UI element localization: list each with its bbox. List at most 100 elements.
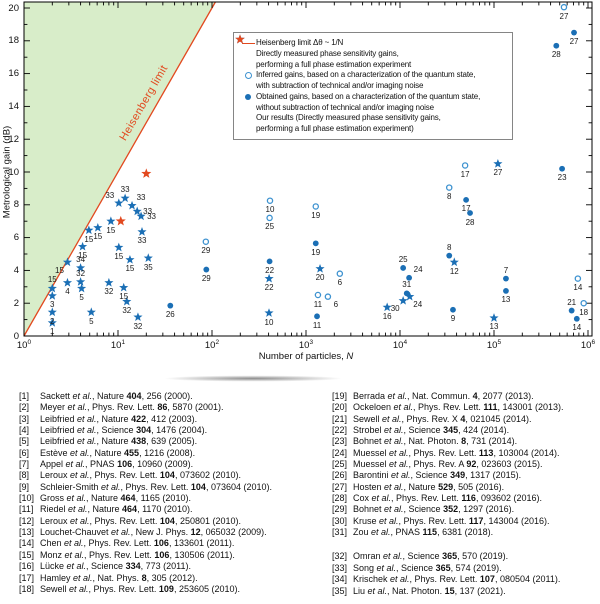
- data-point-filled-circle: [266, 258, 273, 265]
- data-point-filled-circle: [406, 274, 413, 281]
- reference-item: [2] Meyer et al., Phys. Rev. Lett. 86, 58…: [19, 402, 272, 413]
- legend-item: Our results (Directly measured phase sen…: [235, 34, 506, 134]
- reference-number: [16]: [19, 561, 35, 572]
- point-ref-label: 10: [265, 205, 275, 215]
- reference-text: Sewell et al., Phys. Rev. X 4, 021045 (2…: [353, 413, 532, 424]
- reference-text: Kruse et al., Phys. Rev. Lett. 117, 1430…: [353, 515, 550, 526]
- reference-number: [25]: [332, 459, 348, 470]
- point-ref-label: 17: [460, 169, 470, 179]
- reference-text: Muessel et al., Phys. Rev. A 92, 023603 …: [353, 459, 543, 470]
- reference-text: Leroux et al., Phys. Rev. Lett. 104, 250…: [40, 515, 242, 526]
- reference-item: [17] Hamley et al., Nat. Phys. 8, 305 (20…: [19, 573, 272, 584]
- data-point-open-circle: [314, 291, 322, 299]
- reference-item: [19] Berrada et al., Nat. Commun. 4, 2077…: [332, 391, 564, 402]
- legend-item: Inferred gains, based on a characterizat…: [240, 70, 506, 91]
- data-point-star: [62, 257, 73, 267]
- reference-item: [16] Lücke et al., Science 334, 773 (2011…: [19, 561, 272, 572]
- x-axis-label-variable: N: [346, 351, 354, 362]
- reference-number: [34]: [332, 574, 348, 585]
- reference-item: [4] Leibfried et al., Science 304, 1476 (…: [19, 425, 272, 436]
- reference-item: [26] Barontini et al., Science 349, 1317 …: [332, 470, 564, 481]
- y-tick-label: 10: [8, 166, 19, 178]
- data-point-filled-circle: [446, 252, 453, 259]
- legend-item-text: Inferred gains, based on a characterizat…: [256, 70, 476, 91]
- reference-number: [10]: [19, 493, 35, 504]
- reference-number: [6]: [19, 447, 30, 458]
- reference-text: Estève et al., Nature 455, 1216 (2008).: [40, 447, 196, 458]
- data-point-star: [125, 254, 135, 264]
- data-point-filled-circle: [573, 315, 580, 322]
- data-point-filled-circle: [568, 307, 575, 314]
- data-point-star: [77, 283, 87, 293]
- x-tick-label: 106: [580, 339, 596, 352]
- y-tick-label: 8: [13, 199, 19, 211]
- reference-item: [28] Cox et al., Phys. Rev. Lett. 116, 09…: [332, 493, 564, 504]
- reference-item: [6] Estève et al., Nature 455, 1216 (2008…: [19, 448, 272, 459]
- data-point-star: [132, 206, 142, 216]
- data-point-filled-circle: [503, 288, 509, 294]
- point-ref-label: 7: [503, 265, 509, 275]
- reference-number: [24]: [332, 447, 348, 458]
- reference-number: [29]: [332, 504, 348, 515]
- legend-item-text: Obtained gains, based on a characterizat…: [256, 91, 481, 112]
- reference-item: [29] Bohnet et al., Science 352, 1297 (20…: [332, 504, 564, 515]
- x-tick-label: 100: [16, 339, 32, 352]
- references-left-column: [1] Sackett et al., Nature 404, 256 (2000…: [19, 391, 272, 595]
- x-tick-label: 103: [298, 339, 314, 352]
- point-ref-label: 20: [315, 273, 325, 283]
- x-tick-label: 102: [204, 339, 220, 352]
- reference-text: Hosten et al., Nature 529, 505 (2016).: [353, 481, 505, 492]
- reference-number: [32]: [332, 551, 348, 562]
- reference-text: Bohnet et al., Science 352, 1297 (2016).: [353, 504, 515, 515]
- reference-number: [21]: [332, 413, 348, 424]
- point-ref-label: 32: [76, 268, 86, 278]
- y-tick-label: 14: [8, 100, 19, 112]
- y-tick-label: 20: [8, 2, 19, 14]
- point-ref-label: 26: [165, 310, 175, 320]
- point-ref-label: 17: [461, 204, 471, 214]
- point-ref-label: 35: [143, 262, 153, 272]
- data-point-star: [86, 307, 96, 317]
- data-point-star: [143, 253, 153, 262]
- data-point-filled-circle: [403, 290, 410, 297]
- reference-number: [7]: [19, 459, 30, 470]
- data-point-star: [47, 291, 57, 300]
- reference-item: [13] Louchet-Chauvet et al., New J. Phys.…: [19, 527, 272, 538]
- x-tick-label: 105: [486, 339, 502, 352]
- point-ref-label: 11: [312, 320, 322, 330]
- heisenberg-limit-line: [23, 1, 216, 337]
- point-ref-label: 27: [559, 11, 569, 21]
- reference-item: [33] Song et al., Science 365, 574 (2019)…: [332, 563, 564, 574]
- reference-number: [13]: [19, 527, 35, 538]
- reference-text: Leroux et al., Phys. Rev. Lett. 104, 073…: [40, 470, 242, 481]
- reference-item: [3] Leibfried et al., Nature 422, 412 (20…: [19, 414, 272, 425]
- reference-text: Louchet-Chauvet et al., New J. Phys. 12,…: [40, 527, 267, 538]
- reference-text: Gross et al., Nature 464, 1165 (2010).: [40, 493, 191, 504]
- point-ref-label: 33: [120, 185, 130, 195]
- reference-text: Barontini et al., Science 349, 1317 (201…: [353, 470, 522, 481]
- reference-text: Lücke et al., Science 334, 773 (2011).: [40, 561, 191, 572]
- data-point-star: [76, 263, 86, 272]
- y-tick-label: 16: [8, 68, 19, 80]
- point-ref-label: 24: [413, 300, 423, 310]
- y-tick-label: 6: [13, 232, 19, 244]
- point-ref-label: 1: [50, 327, 55, 337]
- data-point-star: [264, 273, 274, 283]
- reference-text: Berrada et al., Nat. Commun. 4, 2077 (20…: [353, 391, 534, 401]
- data-point-star: [264, 308, 274, 317]
- reference-item: [22] Strobel et al., Science 345, 424 (20…: [332, 425, 564, 436]
- point-ref-label: 13: [489, 322, 499, 332]
- point-ref-label: 13: [501, 295, 511, 305]
- data-point-star: [47, 283, 57, 293]
- reference-number: [27]: [332, 481, 348, 492]
- point-ref-label: 2: [50, 316, 55, 326]
- point-ref-label: 33: [136, 193, 146, 203]
- reference-number: [31]: [332, 527, 348, 538]
- legend-item: Obtained gains, based on a characterizat…: [240, 92, 506, 113]
- data-point-star: [405, 291, 415, 301]
- data-point-open-circle: [580, 299, 587, 307]
- point-ref-label: 32: [133, 321, 143, 331]
- reference-text: Song et al., Science 365, 574 (2019).: [353, 562, 502, 573]
- point-ref-label: 8: [446, 242, 452, 252]
